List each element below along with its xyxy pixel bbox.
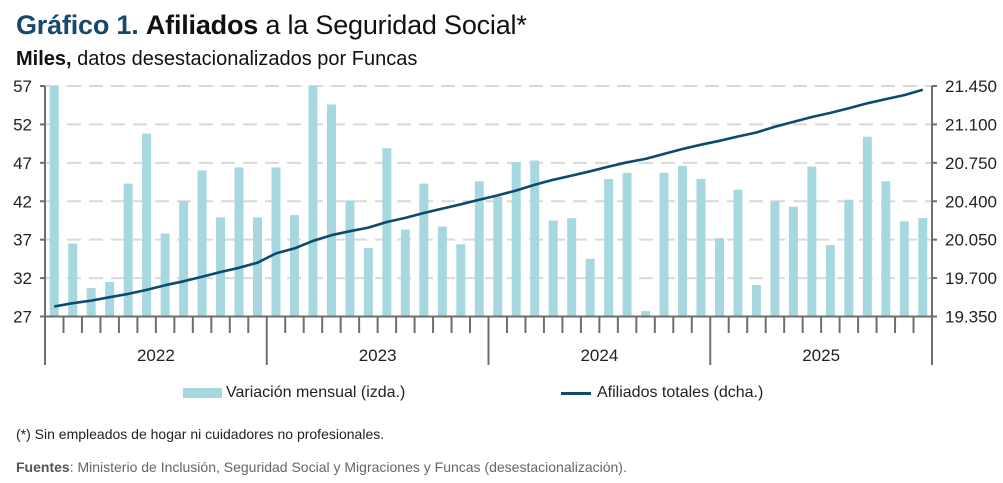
bar-monthly-change xyxy=(437,226,447,317)
right-axis-tick-label: 21.100 xyxy=(945,115,997,134)
left-axis-labels: 57 52 47 42 37 32 27 xyxy=(13,77,32,327)
bar-monthly-change xyxy=(234,167,244,317)
bar-monthly-change xyxy=(179,201,189,317)
bar-monthly-change xyxy=(733,189,743,317)
bar-monthly-change xyxy=(86,288,96,317)
x-axis-year-labels: 2022 2023 2024 2025 xyxy=(137,346,840,365)
chart-title: Gráfico 1. Afiliados a la Seguridad Soci… xyxy=(16,10,527,41)
chart-subtitle: Miles, datos desestacionalizados por Fun… xyxy=(16,48,417,71)
bar-monthly-change xyxy=(456,244,466,317)
bar-monthly-change xyxy=(400,229,410,317)
subtitle-bold: Miles, xyxy=(16,48,72,70)
left-axis-tick-label: 57 xyxy=(13,77,32,96)
gridlines xyxy=(45,85,932,280)
bar-monthly-change xyxy=(123,183,133,317)
left-axis-tick-label: 32 xyxy=(13,269,32,288)
bar-monthly-change xyxy=(788,206,798,317)
bar-monthly-change xyxy=(68,243,78,317)
right-axis-tick-label: 20.400 xyxy=(945,192,997,211)
left-axis-tick-label: 42 xyxy=(13,192,32,211)
left-axis-tick-label: 47 xyxy=(13,154,32,173)
left-axis-tick-label: 37 xyxy=(13,231,32,250)
year-label: 2024 xyxy=(580,346,618,365)
legend-line-swatch xyxy=(561,391,591,395)
bar-monthly-change xyxy=(714,238,724,317)
title-bold: Afiliados xyxy=(145,10,259,40)
bar-monthly-change xyxy=(216,217,226,317)
bar-monthly-change xyxy=(511,162,521,317)
legend-item-line: Afiliados totales (dcha.) xyxy=(561,384,763,402)
year-label: 2025 xyxy=(802,346,840,365)
bar-monthly-change xyxy=(382,148,392,317)
bar-monthly-change xyxy=(474,181,484,317)
bar-monthly-change xyxy=(899,221,909,317)
bar-series xyxy=(49,86,928,317)
sources-note: Fuentes: Ministerio de Inclusión, Seguri… xyxy=(16,459,627,475)
sources-label: Fuentes xyxy=(16,459,70,475)
bar-monthly-change xyxy=(641,311,651,317)
bar-monthly-change xyxy=(622,172,632,317)
bar-monthly-change xyxy=(825,245,835,317)
legend-bar-label: Variación mensual (izda.) xyxy=(226,384,406,401)
bar-monthly-change xyxy=(567,218,577,317)
bar-monthly-change xyxy=(751,284,761,317)
bar-monthly-change xyxy=(419,183,429,317)
bar-monthly-change xyxy=(548,220,558,317)
subtitle-rest: datos desestacionalizados por Funcas xyxy=(71,48,418,70)
bar-monthly-change xyxy=(493,196,503,317)
bar-monthly-change xyxy=(326,104,336,317)
bar-monthly-change xyxy=(160,233,170,317)
bar-monthly-change xyxy=(253,217,263,317)
right-axis-tick-label: 20.750 xyxy=(945,154,997,173)
year-label: 2023 xyxy=(359,346,397,365)
bar-monthly-change xyxy=(345,200,355,317)
bar-monthly-change xyxy=(271,167,281,317)
sources-text: : Ministerio de Inclusión, Seguridad Soc… xyxy=(69,459,627,475)
bar-monthly-change xyxy=(105,281,115,317)
right-axis-tick-label: 19.700 xyxy=(945,269,997,288)
bar-monthly-change xyxy=(142,133,152,317)
bar-monthly-change xyxy=(197,170,207,317)
bar-monthly-change xyxy=(807,166,817,317)
line-series-afiliados xyxy=(53,88,924,308)
legend-item-bars: Variación mensual (izda.) xyxy=(183,384,405,402)
bar-monthly-change xyxy=(604,178,614,317)
right-axis-tick-label: 20.050 xyxy=(945,231,997,250)
bar-monthly-change xyxy=(289,215,299,317)
chart-number: Gráfico 1. xyxy=(16,10,139,40)
legend-bar-swatch xyxy=(183,388,222,398)
right-axis-tick-label: 21.450 xyxy=(945,77,997,96)
bar-monthly-change xyxy=(844,199,854,317)
bar-monthly-change xyxy=(49,86,59,317)
right-axis-tick-label: 19.350 xyxy=(945,308,997,327)
bar-monthly-change xyxy=(881,181,891,317)
bar-monthly-change xyxy=(585,258,595,317)
bar-monthly-change xyxy=(530,160,540,317)
bar-monthly-change xyxy=(678,165,688,317)
bar-monthly-change xyxy=(308,86,318,317)
bar-monthly-change xyxy=(918,218,928,317)
left-axis-tick-label: 27 xyxy=(13,308,32,327)
axes xyxy=(40,85,937,365)
footnote: (*) Sin empleados de hogar ni cuidadores… xyxy=(16,426,385,442)
year-label: 2022 xyxy=(137,346,175,365)
legend-line-label: Afiliados totales (dcha.) xyxy=(597,384,764,401)
left-axis-tick-label: 52 xyxy=(13,115,32,134)
bar-monthly-change xyxy=(770,201,780,317)
bar-monthly-change xyxy=(659,172,669,317)
bar-monthly-change xyxy=(862,136,872,317)
bar-monthly-change xyxy=(363,248,373,317)
bar-monthly-change xyxy=(696,178,706,317)
title-rest: a la Seguridad Social* xyxy=(258,10,527,40)
right-axis-labels: 21.450 21.100 20.750 20.400 20.050 19.700 19.3… xyxy=(945,77,997,327)
